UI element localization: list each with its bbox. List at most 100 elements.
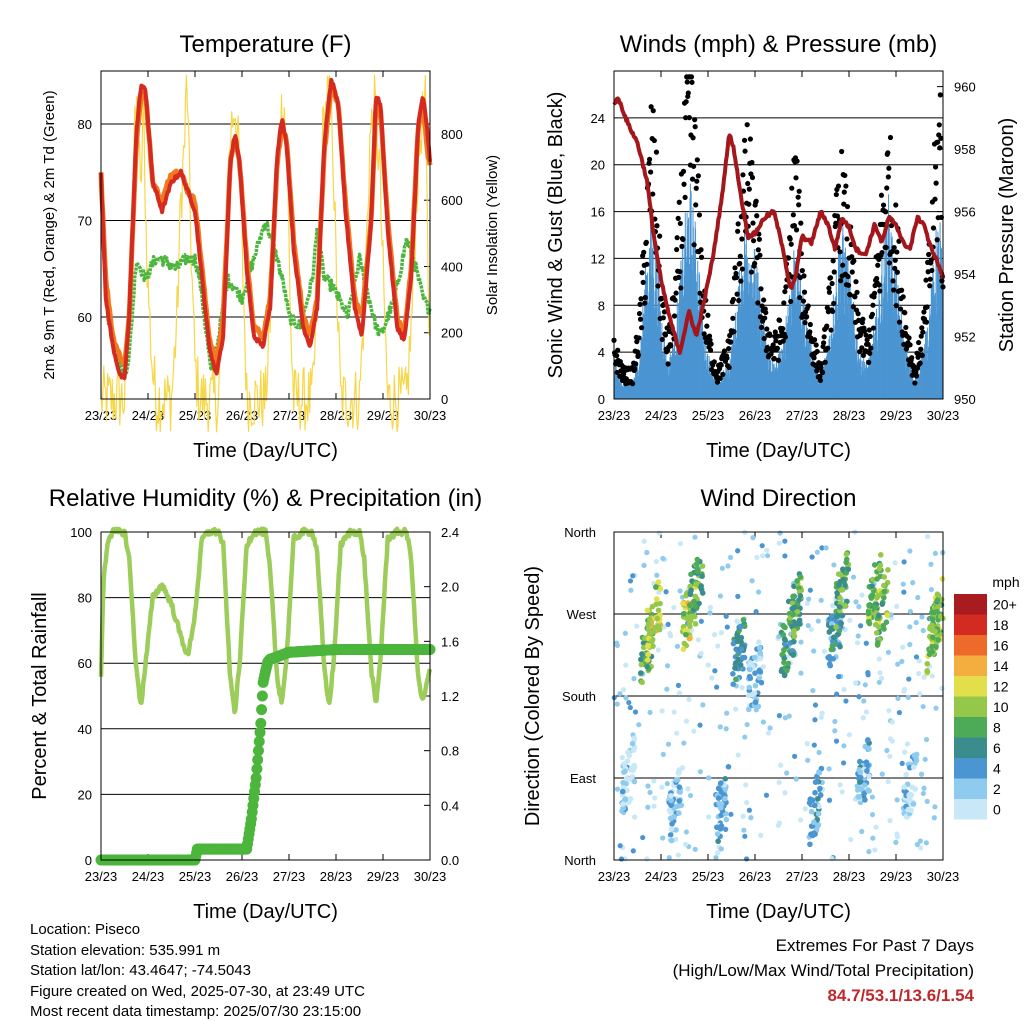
direction-point — [792, 753, 798, 759]
gust-point — [755, 300, 761, 306]
gust-point — [902, 310, 908, 316]
gust-point — [689, 176, 696, 182]
direction-point — [752, 670, 758, 676]
direction-point — [723, 816, 730, 823]
gust-point — [845, 273, 851, 280]
direction-point — [746, 684, 753, 691]
x-tick-label: 27/23 — [273, 869, 306, 884]
direction-point — [910, 801, 917, 807]
direction-point — [918, 845, 924, 851]
gust-point — [644, 261, 650, 267]
direction-point — [917, 691, 923, 697]
direction-point — [873, 824, 879, 830]
gust-point — [728, 339, 734, 345]
direction-point — [793, 776, 799, 782]
direction-point — [748, 815, 754, 821]
gust-point — [924, 304, 930, 310]
gust-point — [795, 194, 801, 200]
direction-point — [839, 789, 845, 795]
direction-point — [781, 641, 788, 647]
direction-point — [863, 759, 870, 765]
direction-point — [896, 709, 903, 716]
direction-point — [791, 604, 798, 611]
gust-point — [733, 274, 740, 281]
direction-point — [924, 798, 930, 804]
recent-timestamp: Most recent data timestamp: 2025/07/30 2… — [30, 1003, 362, 1020]
gust-point — [655, 283, 661, 289]
gust-point — [938, 135, 944, 141]
direction-point — [921, 674, 927, 680]
gust-point — [680, 236, 686, 243]
temperature-title: Temperature (F) — [179, 31, 351, 58]
colorbar-label: 6 — [993, 740, 1001, 756]
gust-point — [788, 298, 794, 305]
pressure-line — [612, 96, 945, 355]
direction-point — [739, 685, 745, 691]
gust-point — [651, 137, 657, 144]
extremes-values: 84.7/53.1/13.6/1.54 — [827, 986, 974, 1005]
direction-point — [699, 563, 706, 569]
gust-point — [720, 371, 726, 377]
direction-point — [733, 676, 739, 683]
direction-point — [747, 666, 753, 673]
colorbar-label: 14 — [993, 658, 1009, 674]
direction-point — [722, 795, 728, 802]
y2-tick-label: 958 — [954, 142, 976, 157]
direction-point — [887, 818, 893, 824]
gust-point — [854, 289, 860, 295]
direction-point — [812, 717, 818, 723]
gust-point — [813, 342, 819, 348]
direction-point — [737, 623, 744, 630]
direction-point — [929, 643, 935, 650]
direction-point — [861, 782, 868, 788]
gust-point — [796, 188, 802, 194]
direction-point — [640, 644, 647, 651]
direction-point — [853, 680, 859, 686]
gust-point — [876, 256, 882, 263]
colorbar-swatch — [954, 696, 987, 717]
direction-point — [730, 681, 737, 687]
gust-point — [835, 183, 842, 189]
gust-point — [756, 236, 762, 242]
gust-point — [674, 235, 680, 241]
direction-point — [789, 623, 795, 630]
direction-point — [805, 757, 811, 763]
direction-point — [782, 790, 788, 796]
colorbar-label: 8 — [993, 719, 1001, 735]
direction-point — [755, 589, 762, 595]
x-tick-label: 30/23 — [927, 869, 960, 884]
direction-point — [857, 769, 864, 776]
gust-point — [747, 136, 753, 142]
gust-point — [869, 311, 876, 317]
gust-point — [883, 209, 889, 215]
direction-point — [881, 594, 887, 601]
direction-point — [691, 598, 697, 605]
precip-point — [251, 763, 263, 775]
direction-point — [873, 630, 880, 636]
direction-point — [645, 657, 651, 663]
direction-point — [931, 815, 937, 821]
precip-point — [256, 704, 268, 716]
x-tick-label: 30/23 — [927, 408, 960, 423]
gust-point — [883, 244, 889, 251]
direction-point — [839, 587, 846, 593]
y2-tick-label: 0.4 — [441, 798, 459, 813]
dewpoint-line — [99, 187, 432, 377]
y2-tick-label: 954 — [954, 267, 976, 282]
direction-point — [840, 566, 846, 573]
gust-point — [799, 267, 805, 274]
direction-point — [673, 836, 679, 842]
direction-point — [874, 576, 880, 582]
gust-point — [692, 124, 698, 130]
direction-point — [899, 760, 905, 766]
gust-point — [683, 115, 689, 121]
direction-point — [874, 594, 880, 601]
gust-point — [724, 355, 730, 361]
direction-point — [676, 784, 683, 790]
direction-point — [676, 810, 682, 816]
direction-point — [878, 675, 885, 681]
direction-point — [793, 621, 800, 627]
direction-point — [925, 533, 931, 540]
gust-point — [857, 349, 863, 355]
winds-xlabel: Time (Day/UTC) — [706, 440, 851, 462]
